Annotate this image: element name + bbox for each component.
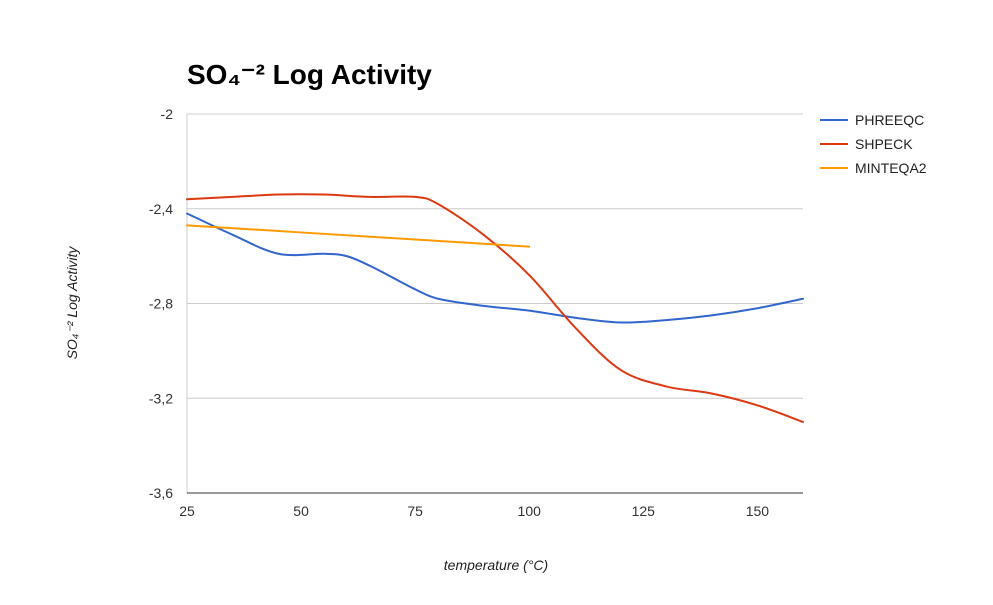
axes: [186, 114, 803, 494]
series-line-shpeck: [186, 193, 804, 423]
legend-label-shpeck: SHPECK: [855, 136, 913, 152]
y-tick-label: -2,8: [149, 296, 173, 312]
series-line-phreeqc: [186, 212, 804, 324]
x-axis-label: temperature (°C): [444, 557, 548, 573]
x-tick-label: 75: [407, 503, 423, 519]
series-lines: [186, 193, 804, 423]
legend: PHREEQC SHPECK MINTEQA2: [820, 112, 927, 176]
y-tick-labels: -2 -2,4 -2,8 -3,2 -3,6: [149, 106, 173, 501]
legend-label-minteqa2: MINTEQA2: [855, 160, 927, 176]
y-axis-label: SO₄⁻² Log Activity: [64, 246, 80, 360]
x-tick-label: 150: [746, 503, 770, 519]
y-tick-label: -2: [161, 106, 174, 122]
x-tick-label: 50: [293, 503, 309, 519]
chart-title: SO₄⁻² Log Activity: [187, 59, 432, 90]
gridlines: [187, 113, 803, 494]
legend-label-phreeqc: PHREEQC: [855, 112, 924, 128]
x-tick-label: 125: [632, 503, 656, 519]
x-tick-label: 100: [518, 503, 542, 519]
series-line-minteqa2: [186, 224, 531, 248]
x-tick-label: 25: [179, 503, 195, 519]
x-tick-labels: 25 50 75 100 125 150: [179, 503, 769, 519]
y-tick-label: -3,6: [149, 485, 173, 501]
y-tick-label: -2,4: [149, 201, 173, 217]
y-tick-label: -3,2: [149, 390, 173, 406]
